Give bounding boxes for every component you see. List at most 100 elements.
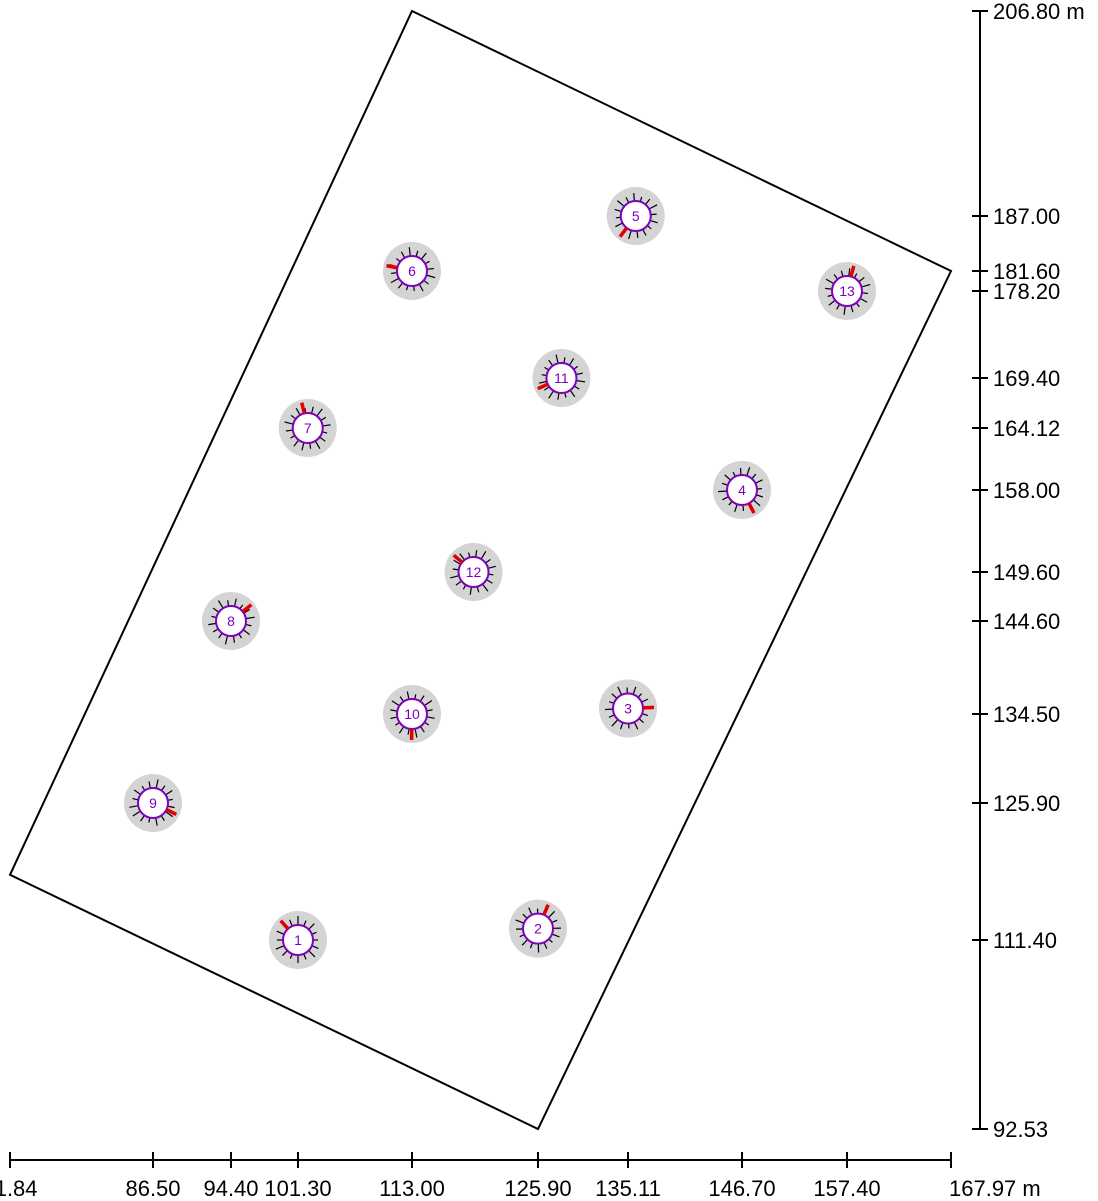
photometric-tick	[400, 251, 406, 259]
luminaire-ring	[215, 605, 247, 637]
photometric-tick	[557, 392, 560, 400]
photometric-tick	[243, 608, 251, 614]
photometric-tick	[391, 272, 398, 274]
photometric-tick	[825, 287, 833, 290]
aim-marker	[386, 263, 398, 270]
photometric-tick	[521, 939, 529, 946]
luminaire-number: 13	[839, 283, 855, 299]
photometric-tick	[289, 919, 293, 927]
photometric-tick	[419, 726, 425, 733]
photometric-tick	[625, 197, 630, 203]
luminaire-13[interactable]: 13	[818, 262, 876, 320]
x-tick-label: 157.40	[813, 1176, 880, 1201]
photometric-tick	[551, 933, 560, 938]
photometric-tick	[648, 204, 658, 210]
photometric-tick	[148, 781, 151, 789]
x-tick-label: 86.50	[125, 1176, 180, 1201]
x-tick-label: 94.40	[203, 1176, 258, 1201]
luminaire-number: 10	[404, 706, 420, 722]
photometric-tick	[398, 726, 405, 734]
luminaire-8[interactable]: 8	[202, 592, 260, 650]
photometric-tick	[316, 408, 323, 417]
luminaire-6[interactable]: 6	[383, 242, 441, 300]
photometric-tick	[722, 496, 729, 501]
luminaire-4[interactable]: 4	[713, 461, 771, 519]
photometric-tick	[734, 504, 738, 512]
luminaire-11[interactable]: 11	[532, 349, 591, 407]
photometric-tick	[155, 779, 159, 789]
y-tick-label: 111.40	[993, 928, 1057, 953]
photometric-tick	[848, 268, 851, 277]
photometric-tick	[628, 230, 632, 240]
luminaire-10[interactable]: 10	[383, 685, 441, 743]
x-tick-label: 71.84	[0, 1176, 38, 1201]
photometric-tick	[548, 390, 555, 399]
photometric-tick	[165, 811, 174, 818]
photometric-tick	[390, 709, 398, 712]
photometric-tick	[167, 805, 175, 809]
x-tick-label: 113.00	[379, 1176, 445, 1201]
photometric-tick	[614, 208, 622, 213]
photometric-tick	[547, 910, 556, 919]
photometric-tick	[649, 219, 658, 224]
luminaire-3[interactable]: 3	[599, 679, 657, 738]
photometric-tick	[718, 490, 728, 493]
luminaire-2[interactable]: 2	[509, 899, 567, 958]
photometric-tick	[861, 292, 868, 295]
luminaire-ring	[726, 474, 758, 506]
photometric-tick	[861, 283, 871, 288]
aim-marker	[452, 553, 464, 564]
y-tick-label: 178.20	[993, 279, 1060, 304]
room-outline	[8, 9, 953, 1131]
photometric-tick	[217, 600, 224, 609]
luminaire-ring	[396, 255, 428, 287]
photometric-tick	[538, 380, 547, 384]
photometric-tick	[423, 279, 429, 285]
luminaire-number: 6	[408, 263, 416, 279]
photometric-tick	[528, 907, 533, 916]
y-tick-label: 187.00	[993, 204, 1060, 229]
photometric-tick	[129, 805, 139, 808]
photometric-tick	[290, 414, 297, 420]
photometric-tick	[303, 920, 307, 927]
luminaire-number: 7	[304, 420, 312, 436]
photometric-tick	[391, 700, 400, 707]
photometric-tick	[843, 305, 846, 315]
photometric-tick	[755, 479, 763, 484]
photometric-tick	[426, 716, 435, 719]
luminaire-7[interactable]: 7	[278, 399, 337, 457]
photometric-tick	[486, 579, 493, 584]
photometric-tick	[858, 276, 865, 283]
x-tick-label: 125.90	[504, 1176, 571, 1201]
y-tick-label: 125.90	[993, 791, 1060, 816]
photometric-tick	[608, 714, 615, 718]
aim-marker	[279, 919, 290, 930]
photometric-tick	[529, 942, 534, 949]
photometric-tick	[576, 379, 586, 383]
luminaire-number: 12	[466, 564, 482, 580]
photometric-tick	[641, 713, 648, 717]
luminaire-5[interactable]: 5	[606, 187, 665, 245]
luminaire-number: 1	[294, 932, 302, 948]
luminaire-1[interactable]: 1	[269, 911, 327, 969]
y-tick-label: 92.53	[993, 1117, 1048, 1142]
photometric-tick	[482, 583, 489, 592]
photometric-tick	[515, 919, 525, 924]
photometric-tick	[419, 695, 425, 702]
photometric-tick	[311, 945, 319, 949]
aim-marker	[618, 226, 629, 238]
luminaire-number: 3	[624, 700, 632, 716]
photometric-tick	[390, 277, 400, 284]
photometric-tick	[569, 389, 576, 398]
luminaire-number: 5	[632, 208, 640, 224]
photometric-tick	[140, 815, 145, 822]
luminaire-12[interactable]: 12	[444, 543, 503, 601]
y-tick-label: 164.12	[993, 416, 1060, 441]
photometric-tick	[426, 709, 433, 712]
luminaire-9[interactable]: 9	[124, 774, 182, 832]
photometric-tick	[245, 616, 255, 620]
photometric-tick	[615, 222, 623, 228]
photometric-tick	[543, 942, 548, 950]
